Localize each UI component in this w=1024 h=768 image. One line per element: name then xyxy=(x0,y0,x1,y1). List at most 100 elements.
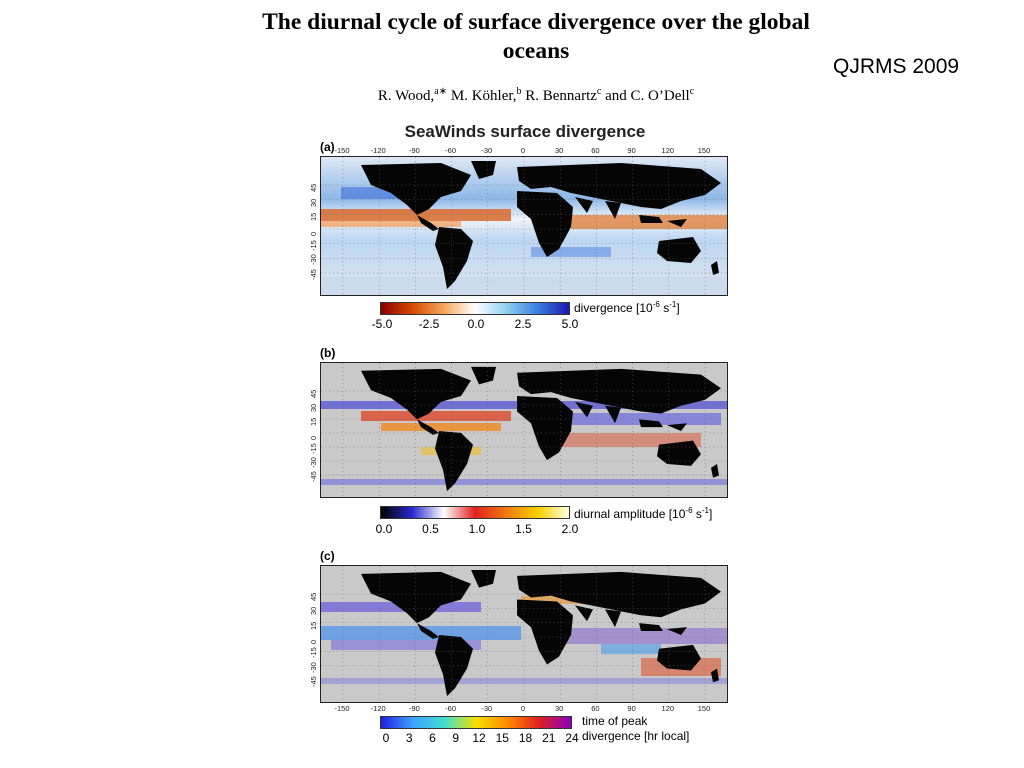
author-affiliation: c xyxy=(596,86,602,97)
author-affiliation: a∗ xyxy=(434,86,448,97)
colorbar-tick-label: 5.0 xyxy=(561,317,579,331)
continent-shape xyxy=(361,368,471,420)
lon-tick-label: 30 xyxy=(555,146,564,155)
lon-tick-label: -30 xyxy=(481,704,493,713)
continent-shape xyxy=(361,163,471,215)
colorbar-tick-label: 9 xyxy=(452,731,460,745)
continent-shape xyxy=(517,163,721,209)
colorbar-tick-label: 0.0 xyxy=(375,522,393,536)
continent-shape xyxy=(517,191,573,257)
continent-shape xyxy=(575,197,621,219)
author-name: M. Köhler, xyxy=(450,88,517,104)
lat-tick-label: -45 xyxy=(309,471,318,482)
lat-tick-label: 30 xyxy=(309,403,318,412)
continent-shape xyxy=(711,463,719,478)
lat-tick-label: 45 xyxy=(309,183,318,192)
lat-tick-label: 0 xyxy=(309,435,318,440)
continent-shape xyxy=(575,605,621,628)
colorbar-tick-label: 2.0 xyxy=(561,522,579,536)
lat-tick-label: -30 xyxy=(309,254,318,266)
colorbar-label-c: time of peak divergence [hr local] xyxy=(582,714,689,744)
colorbar-tick-label: 3 xyxy=(405,731,413,745)
lon-tick-label: 150 xyxy=(697,146,711,155)
lat-tick-label: 45 xyxy=(309,592,318,601)
map-panel-a xyxy=(320,156,728,296)
lon-tick-label: -30 xyxy=(481,146,493,155)
panel-label-b: (b) xyxy=(320,346,336,360)
figure-title: SeaWinds surface divergence xyxy=(404,122,646,141)
continent-shape xyxy=(517,571,721,618)
colorbar-label-exponent: -1 xyxy=(669,300,677,309)
continent-shape xyxy=(417,419,439,435)
lat-tick-label: 45 xyxy=(309,389,318,398)
panel-label-a: (a) xyxy=(320,140,335,154)
author-name: R. Bennartz xyxy=(525,88,597,104)
continent-shape xyxy=(711,668,719,683)
continent-shape xyxy=(361,571,471,624)
colorbar-tick-label: 0.5 xyxy=(422,522,439,536)
continent-shape xyxy=(417,215,439,231)
colorbar-c xyxy=(380,716,572,729)
colorbar-tick-label: 12 xyxy=(472,731,486,745)
colorbar-tick-label: 1.0 xyxy=(468,522,486,536)
peak-time-map-c xyxy=(321,566,727,702)
lat-tick-label: -45 xyxy=(309,676,318,687)
lat-tick-label: -30 xyxy=(309,661,318,673)
colorbar-label-bracket: ] xyxy=(676,301,680,315)
colorbar-label-unit: s xyxy=(692,507,702,521)
colorbar-label-text: diurnal amplitude [10 xyxy=(574,507,686,521)
continent-shape xyxy=(417,623,439,639)
lat-tick-label: 30 xyxy=(309,198,318,207)
lon-tick-label: 0 xyxy=(520,704,526,713)
divergence-map-a xyxy=(321,157,727,295)
lon-tick-label: -120 xyxy=(370,704,386,713)
lon-tick-label: 60 xyxy=(591,146,600,155)
colorbar-tick-label: 1.5 xyxy=(515,522,532,536)
lon-tick-label: -90 xyxy=(408,146,420,155)
lon-tick-label: -60 xyxy=(445,146,457,155)
continent-shape xyxy=(471,569,496,588)
lat-tick-label: 15 xyxy=(309,212,318,222)
colorbar-label-line2: divergence [hr local] xyxy=(582,729,690,743)
colorbar-label-line1: time of peak xyxy=(582,714,648,728)
lat-tick-label: 15 xyxy=(309,621,318,630)
continent-shape xyxy=(517,599,573,665)
lat-tick-label: 30 xyxy=(309,606,318,616)
colorbar-tick-label: 18 xyxy=(518,731,533,745)
lon-tick-label: -120 xyxy=(370,146,386,155)
lon-tick-label: -60 xyxy=(445,704,457,713)
author-list: R. Wood,a∗ M. Köhler,b R. Bennartzc and … xyxy=(230,86,842,105)
colorbar-tick-label: -2.5 xyxy=(418,317,440,331)
continent-shape xyxy=(711,261,719,275)
colorbar-label-exponent: -6 xyxy=(652,300,660,309)
lat-tick-label: -15 xyxy=(309,647,318,659)
lon-tick-label: 120 xyxy=(661,704,675,713)
colorbar-tick-label: 21 xyxy=(542,731,556,745)
continent-shape xyxy=(639,623,687,635)
map-panel-c xyxy=(320,565,728,703)
continent-shape xyxy=(575,401,621,424)
lat-tick-label: -45 xyxy=(309,269,318,280)
colorbar-label-text: divergence [10 xyxy=(574,301,653,315)
continent-shape xyxy=(435,227,473,289)
colorbar-tick-label: 0 xyxy=(382,731,390,745)
colorbar-tick-label: 2.5 xyxy=(514,317,532,331)
paper-title: The diurnal cycle of surface divergence … xyxy=(262,9,810,64)
lon-tick-label: 60 xyxy=(591,704,600,713)
amplitude-map-b xyxy=(321,363,727,497)
colorbar-b xyxy=(380,506,570,519)
lon-tick-label: -150 xyxy=(334,704,350,713)
lat-tick-label: -15 xyxy=(309,239,318,251)
colorbar-tick-label: 15 xyxy=(495,731,509,745)
lon-tick-label: 150 xyxy=(697,704,711,713)
continent-shape xyxy=(471,161,496,179)
lat-tick-label: 15 xyxy=(309,417,318,426)
lat-tick-label: 0 xyxy=(309,639,318,644)
map-panel-b xyxy=(320,362,728,498)
author-affiliation: b xyxy=(516,86,522,97)
colorbar-label-a: divergence [10-6 s-1] xyxy=(574,300,680,315)
lat-tick-label: -15 xyxy=(309,443,318,454)
journal-citation: QJRMS 2009 xyxy=(833,55,960,78)
lon-tick-label: 90 xyxy=(627,704,636,713)
lon-tick-label: 90 xyxy=(627,146,636,155)
